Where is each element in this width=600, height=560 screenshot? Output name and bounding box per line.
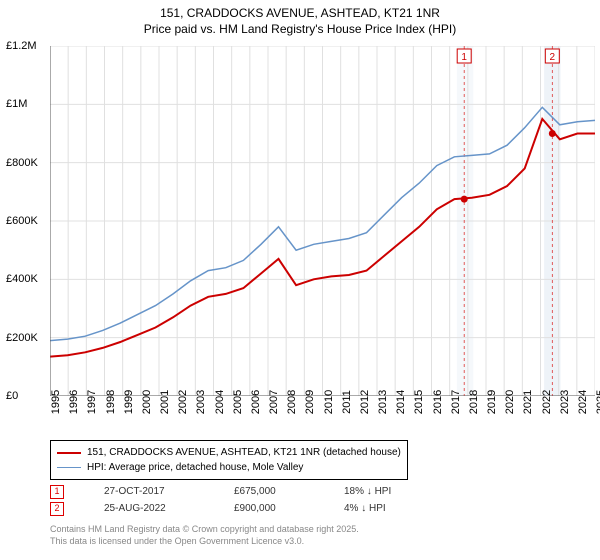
title-line2: Price paid vs. HM Land Registry's House … [0,22,600,38]
svg-text:1: 1 [461,52,467,63]
transaction-date: 25-AUG-2022 [104,500,194,517]
transaction-row: 2 25-AUG-2022 £900,000 4% ↓ HPI [50,500,391,517]
y-axis-label: £1.2M [6,40,37,52]
y-axis-label: £800K [6,157,38,169]
legend-item: 151, CRADDOCKS AVENUE, ASHTEAD, KT21 1NR… [57,445,401,460]
y-axis-label: £400K [6,273,38,285]
transaction-delta: 18% ↓ HPI [344,483,391,500]
legend-label: HPI: Average price, detached house, Mole… [87,460,303,475]
marker-badge: 1 [50,485,64,499]
y-axis-label: £0 [6,390,18,402]
line-chart: 12 [50,46,595,396]
footer-line1: Contains HM Land Registry data © Crown c… [50,524,359,536]
title-line1: 151, CRADDOCKS AVENUE, ASHTEAD, KT21 1NR [0,6,600,22]
y-axis-label: £200K [6,332,38,344]
transaction-date: 27-OCT-2017 [104,483,194,500]
footer-line2: This data is licensed under the Open Gov… [50,536,359,548]
transaction-price: £675,000 [234,483,304,500]
transaction-delta: 4% ↓ HPI [344,500,386,517]
chart-title: 151, CRADDOCKS AVENUE, ASHTEAD, KT21 1NR… [0,0,600,37]
transaction-row: 1 27-OCT-2017 £675,000 18% ↓ HPI [50,483,391,500]
legend-item: HPI: Average price, detached house, Mole… [57,460,401,475]
transaction-price: £900,000 [234,500,304,517]
y-axis-label: £600K [6,215,38,227]
marker-badge: 2 [50,502,64,516]
legend: 151, CRADDOCKS AVENUE, ASHTEAD, KT21 1NR… [50,440,408,480]
x-axis-label: 2025 [595,390,600,414]
legend-swatch [57,467,81,468]
legend-label: 151, CRADDOCKS AVENUE, ASHTEAD, KT21 1NR… [87,445,401,460]
transaction-table: 1 27-OCT-2017 £675,000 18% ↓ HPI 2 25-AUG-202… [50,483,391,517]
y-axis-label: £1M [6,98,27,110]
chart-area: 12 £0£200K£400K£600K£800K£1M£1.2M 199519… [50,46,595,396]
footer-credits: Contains HM Land Registry data © Crown c… [50,524,359,547]
legend-swatch [57,452,81,454]
svg-text:2: 2 [550,52,556,63]
